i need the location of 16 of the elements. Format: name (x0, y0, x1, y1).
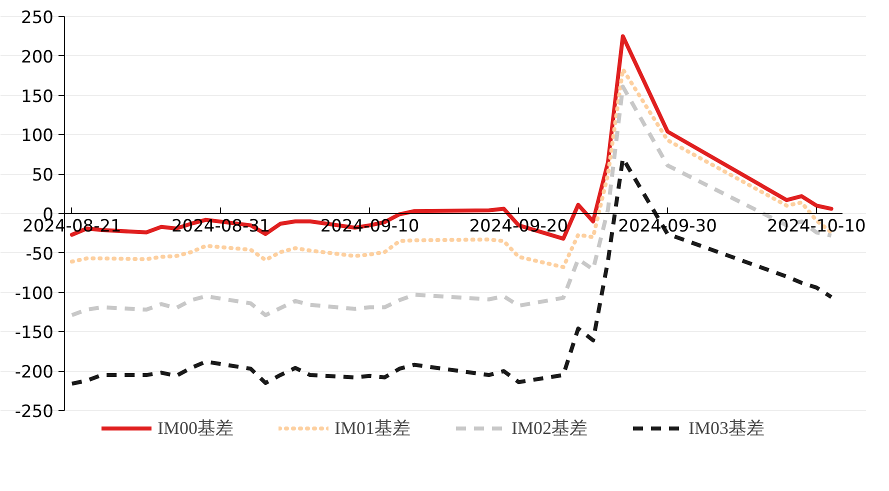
y-tick-label: -200 (14, 362, 54, 383)
y-tick-label: 200 (21, 47, 54, 68)
y-tick-label: -50 (26, 244, 54, 264)
legend-label: IM02基差 (512, 417, 588, 440)
y-tick-label: 100 (21, 126, 54, 146)
y-tick-label: -100 (14, 284, 54, 304)
legend-label: IM00基差 (158, 417, 234, 440)
y-tick-label: 50 (32, 166, 54, 186)
y-tick-label: 250 (21, 8, 54, 28)
legend-label: IM01基差 (334, 417, 410, 440)
y-tick-label: -150 (14, 323, 54, 344)
x-tick-label: 2024-09-30 (618, 216, 717, 236)
legend-label: IM03基差 (688, 417, 764, 440)
x-tick-label: 2024-10-10 (767, 216, 866, 236)
y-tick-label: 150 (21, 86, 54, 107)
y-tick-label: -250 (14, 402, 54, 422)
